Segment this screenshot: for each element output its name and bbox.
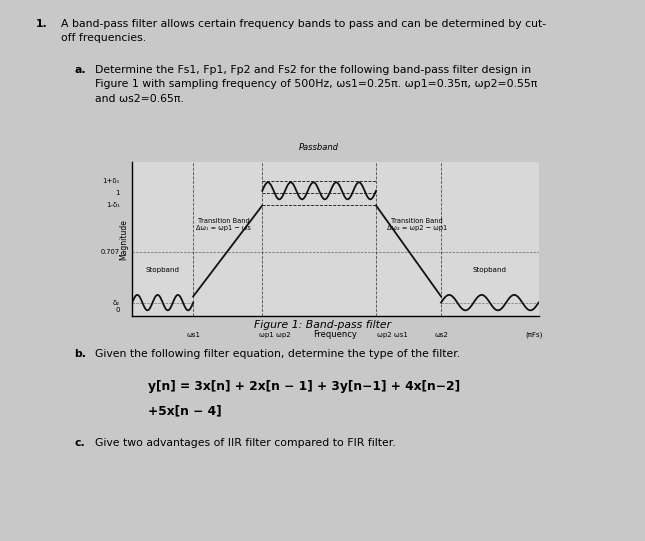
Text: ωp2 ωs1: ωp2 ωs1 — [377, 332, 408, 338]
Text: ωp1 ωp2: ωp1 ωp2 — [259, 332, 290, 338]
Text: 0.707: 0.707 — [101, 249, 120, 255]
Text: 1.: 1. — [35, 19, 47, 29]
Text: +5x[n − 4]: +5x[n − 4] — [148, 405, 222, 418]
Text: Figure 1: Band-pass filter: Figure 1: Band-pass filter — [254, 320, 391, 330]
X-axis label: Frequency: Frequency — [313, 331, 357, 339]
Text: y[n] = 3x[n] + 2x[n − 1] + 3y[n−1] + 4x[n−2]: y[n] = 3x[n] + 2x[n − 1] + 3y[n−1] + 4x[… — [148, 380, 461, 393]
Text: Transition Band
Δω₂ = ωp2 − ωp1: Transition Band Δω₂ = ωp2 − ωp1 — [386, 218, 447, 232]
Text: Passband: Passband — [299, 142, 339, 151]
Text: ωs1: ωs1 — [186, 332, 200, 338]
Text: 1-δ₁: 1-δ₁ — [106, 202, 120, 208]
Text: A band-pass filter allows certain frequency bands to pass and can be determined : A band-pass filter allows certain freque… — [61, 19, 546, 43]
Text: Stopband: Stopband — [146, 267, 180, 273]
Text: Give two advantages of IIR filter compared to FIR filter.: Give two advantages of IIR filter compar… — [95, 438, 396, 448]
Text: ωs2: ωs2 — [434, 332, 448, 338]
Text: Given the following filter equation, determine the type of the filter.: Given the following filter equation, det… — [95, 349, 461, 359]
Text: c.: c. — [74, 438, 85, 448]
Text: Transition Band
Δω₁ = ωp1 − ωs: Transition Band Δω₁ = ωp1 − ωs — [196, 218, 251, 232]
Text: b.: b. — [74, 349, 86, 359]
Text: Determine the Fs1, Fp1, Fp2 and Fs2 for the following band-pass filter design in: Determine the Fs1, Fp1, Fp2 and Fs2 for … — [95, 65, 538, 104]
Y-axis label: Magnitude: Magnitude — [119, 219, 128, 260]
Text: Stopband: Stopband — [473, 267, 507, 273]
Text: 0: 0 — [115, 307, 120, 313]
Text: (πFs): (πFs) — [526, 332, 543, 339]
Text: δ₂: δ₂ — [113, 300, 120, 306]
Text: 1+δ₁: 1+δ₁ — [103, 178, 120, 184]
Text: 1: 1 — [115, 190, 120, 196]
Text: a.: a. — [74, 65, 86, 75]
